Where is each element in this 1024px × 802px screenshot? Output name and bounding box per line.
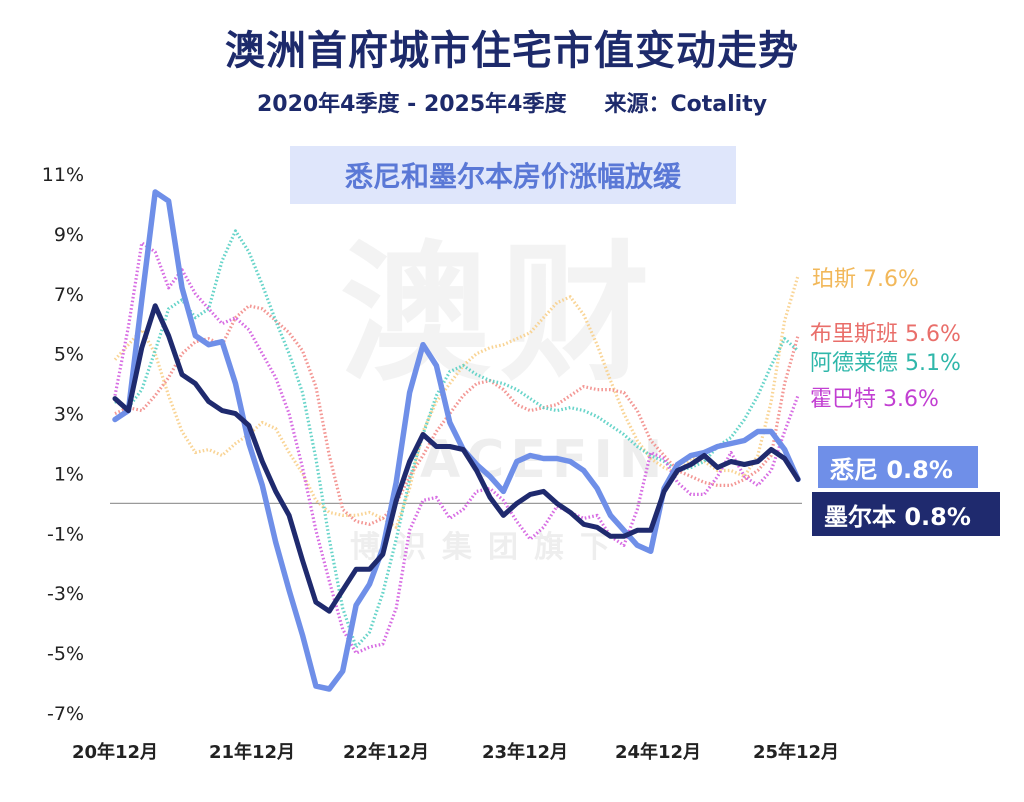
y-tick-label: 9% bbox=[54, 224, 84, 246]
y-tick-label: 3% bbox=[54, 404, 84, 426]
x-tick-label: 24年12月 bbox=[615, 741, 701, 763]
series-label-perth: 珀斯 7.6% bbox=[812, 267, 919, 292]
series-label-adelaide: 阿德莱德 5.1% bbox=[810, 351, 961, 376]
headline-banner: 悉尼和墨尔本房价涨幅放缓 bbox=[290, 146, 736, 204]
x-tick-label: 25年12月 bbox=[753, 741, 839, 763]
series-line-4 bbox=[112, 189, 801, 692]
chart-title: 澳洲首府城市住宅市值变动走势 bbox=[225, 28, 799, 74]
x-tick-label: 20年12月 bbox=[72, 741, 158, 763]
series-line-5 bbox=[112, 303, 801, 614]
series-label-sydney: 悉尼 0.8% bbox=[818, 446, 978, 488]
y-tick-label: 1% bbox=[54, 463, 84, 485]
y-tick-label: -3% bbox=[47, 583, 84, 605]
watermark-logo: 澳财 bbox=[340, 228, 661, 402]
x-tick-label: 21年12月 bbox=[209, 741, 295, 763]
y-tick-label: -7% bbox=[47, 703, 84, 725]
y-tick-label: 5% bbox=[54, 344, 84, 366]
x-tick-label: 23年12月 bbox=[482, 741, 568, 763]
x-tick-label: 22年12月 bbox=[343, 741, 429, 763]
series-line-1 bbox=[114, 304, 800, 526]
y-tick-label: 7% bbox=[54, 284, 84, 306]
series-label-melbourne: 墨尔本 0.8% bbox=[812, 492, 1000, 536]
series-line-3 bbox=[113, 241, 800, 655]
source-label: 来源：Cotality bbox=[604, 92, 768, 117]
chart-subtitle: 2020年4季度 - 2025年4季度 来源：Cotality bbox=[0, 86, 1024, 118]
y-tick-label: 11% bbox=[42, 164, 84, 186]
series-label-hobart: 霍巴特 3.6% bbox=[810, 387, 939, 412]
y-tick-label: -1% bbox=[47, 523, 84, 545]
series-line-0 bbox=[113, 275, 800, 529]
watermark-cn: 博识集团旗下 bbox=[350, 530, 626, 565]
y-tick-label: -5% bbox=[47, 643, 84, 665]
period-label: 2020年4季度 - 2025年4季度 bbox=[256, 92, 567, 117]
series-label-brisbane: 布里斯班 5.6% bbox=[810, 322, 961, 347]
